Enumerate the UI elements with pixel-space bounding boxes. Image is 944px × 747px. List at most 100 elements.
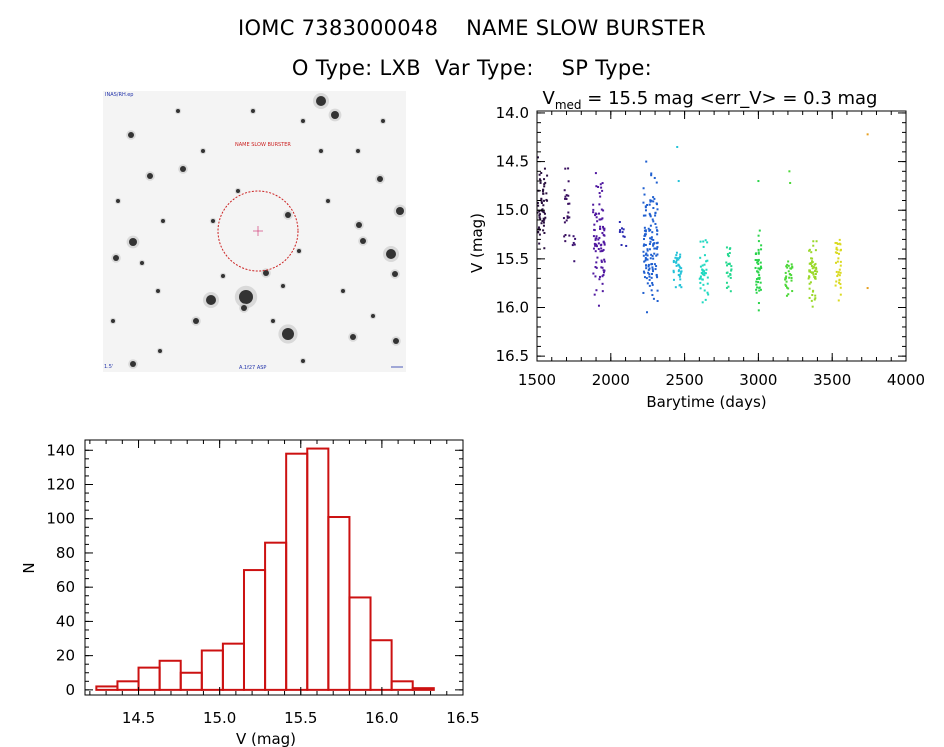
star bbox=[396, 207, 404, 215]
data-point bbox=[655, 242, 658, 245]
data-point bbox=[674, 256, 677, 259]
data-point bbox=[593, 293, 596, 296]
data-point bbox=[836, 260, 839, 263]
data-point bbox=[642, 244, 645, 247]
y-tick-label: 20 bbox=[56, 647, 75, 665]
data-point bbox=[646, 311, 649, 314]
x-tick-label: 15.0 bbox=[203, 709, 236, 727]
data-point bbox=[702, 283, 705, 286]
data-point bbox=[677, 270, 680, 273]
histogram-bar bbox=[390, 680, 414, 691]
data-point bbox=[538, 216, 541, 219]
data-point bbox=[754, 253, 757, 256]
target-circle bbox=[217, 190, 299, 272]
data-point bbox=[563, 221, 566, 224]
data-point bbox=[756, 259, 759, 262]
data-point bbox=[538, 210, 541, 213]
data-point bbox=[603, 243, 606, 246]
data-point bbox=[678, 265, 681, 268]
data-point bbox=[675, 264, 678, 267]
data-point bbox=[701, 268, 704, 271]
data-point bbox=[652, 242, 655, 245]
data-point bbox=[729, 247, 732, 250]
data-point bbox=[674, 286, 677, 289]
data-point bbox=[593, 228, 596, 231]
data-point bbox=[536, 201, 539, 204]
data-point bbox=[677, 258, 680, 261]
data-point bbox=[788, 273, 791, 276]
data-point bbox=[644, 209, 647, 212]
data-point bbox=[652, 220, 655, 223]
data-point bbox=[540, 200, 543, 203]
data-point bbox=[651, 283, 654, 286]
data-point bbox=[599, 225, 602, 228]
data-point bbox=[622, 235, 625, 238]
data-point bbox=[599, 244, 602, 247]
data-point bbox=[866, 133, 869, 136]
data-point bbox=[756, 270, 759, 273]
data-point bbox=[594, 214, 597, 217]
data-point bbox=[812, 289, 815, 292]
data-point bbox=[620, 244, 623, 247]
data-point bbox=[656, 208, 659, 211]
data-point bbox=[838, 274, 841, 277]
thumb-corner-label: INAS/RH.ep bbox=[105, 92, 134, 98]
data-point bbox=[700, 271, 703, 274]
thumb-object-label: NAME SLOW BURSTER bbox=[235, 142, 291, 148]
data-point bbox=[814, 269, 817, 272]
star bbox=[350, 334, 356, 340]
data-point bbox=[642, 270, 645, 273]
data-point bbox=[652, 257, 655, 260]
data-point bbox=[597, 185, 600, 188]
data-point bbox=[812, 244, 815, 247]
star bbox=[316, 96, 326, 106]
data-point bbox=[602, 274, 605, 277]
data-point bbox=[598, 218, 601, 221]
data-point bbox=[642, 291, 645, 294]
data-point bbox=[594, 212, 597, 215]
data-point bbox=[789, 181, 792, 184]
data-point bbox=[654, 222, 657, 225]
data-point bbox=[835, 280, 838, 283]
data-point bbox=[656, 233, 659, 236]
data-point bbox=[757, 258, 760, 261]
data-point bbox=[603, 242, 606, 245]
data-point bbox=[601, 290, 604, 293]
data-point bbox=[600, 208, 603, 211]
data-point bbox=[618, 230, 621, 233]
data-point bbox=[812, 273, 815, 276]
data-point bbox=[787, 293, 790, 296]
y-tick-label: 40 bbox=[56, 612, 75, 630]
data-point bbox=[541, 190, 544, 193]
data-point bbox=[835, 247, 838, 250]
data-point bbox=[649, 200, 652, 203]
data-point bbox=[652, 196, 655, 199]
x-tick-label: 15.5 bbox=[284, 709, 317, 727]
data-point bbox=[644, 233, 647, 236]
data-point bbox=[672, 278, 675, 281]
star bbox=[180, 166, 186, 172]
data-point bbox=[704, 272, 707, 275]
data-point bbox=[600, 266, 603, 269]
data-point bbox=[679, 284, 682, 287]
data-point bbox=[598, 278, 601, 281]
data-point bbox=[653, 176, 656, 179]
data-point bbox=[701, 264, 704, 267]
data-point bbox=[814, 297, 817, 300]
data-point bbox=[814, 275, 817, 278]
histogram-bar bbox=[285, 452, 309, 691]
data-point bbox=[598, 275, 601, 278]
data-point bbox=[809, 281, 812, 284]
data-point bbox=[725, 246, 728, 249]
data-point bbox=[643, 193, 646, 196]
data-point bbox=[679, 253, 682, 256]
data-point bbox=[653, 197, 656, 200]
data-point bbox=[652, 297, 655, 300]
star bbox=[211, 219, 215, 223]
data-point bbox=[538, 214, 541, 217]
star bbox=[129, 238, 137, 246]
x-tick-label: 14.5 bbox=[122, 709, 155, 727]
data-point bbox=[699, 265, 702, 268]
data-point bbox=[651, 254, 654, 257]
data-point bbox=[650, 253, 653, 256]
